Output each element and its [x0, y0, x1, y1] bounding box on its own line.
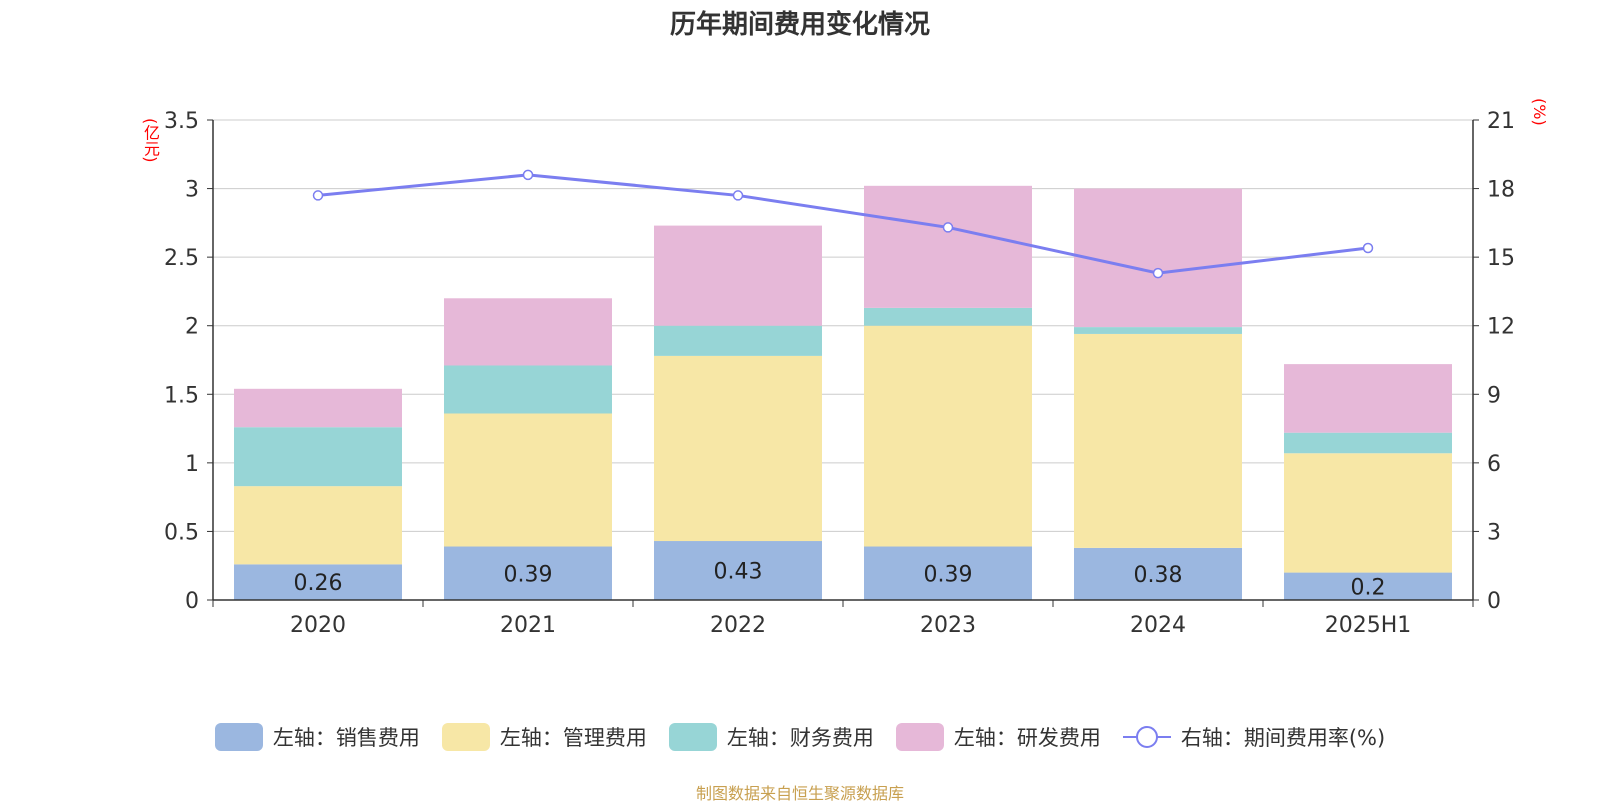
- legend-label: 左轴：销售费用: [272, 726, 420, 750]
- bar-data-label: 0.38: [1134, 563, 1183, 588]
- bar-segment: [234, 564, 402, 600]
- bar-data-label: 0.26: [294, 571, 343, 596]
- bar-segment: [1284, 572, 1452, 600]
- legend-label: 左轴：财务费用: [726, 726, 874, 750]
- bar-segment: [1284, 432, 1452, 454]
- bar-segment: [444, 298, 612, 366]
- y-right-tick-label: 15: [1487, 246, 1515, 271]
- legend-swatch: [214, 723, 263, 751]
- bar-segment: [864, 325, 1032, 547]
- bar-segment: [234, 388, 402, 428]
- rate-line: [317, 173, 1369, 275]
- bar-segment: [654, 325, 822, 356]
- legend-line-swatch: [1122, 726, 1171, 748]
- y-left-tick-label: 3.5: [164, 109, 199, 134]
- bar-segment: [1074, 333, 1242, 548]
- y-right-tick-label: 18: [1487, 178, 1515, 203]
- y-right-tick-label: 21: [1487, 109, 1515, 134]
- bar-segment: [1284, 364, 1452, 433]
- y-right-tick-label: 6: [1487, 452, 1501, 477]
- y-left-tick-label: 3: [185, 178, 199, 203]
- y-right-tick-label: 3: [1487, 520, 1501, 545]
- y-left-tick-label: 1: [185, 452, 199, 477]
- bar-data-label: 0.43: [714, 560, 763, 585]
- x-tick-label: 2023: [920, 613, 976, 638]
- x-tick-label: 2025H1: [1325, 613, 1412, 638]
- x-tick-label: 2024: [1130, 613, 1186, 638]
- rate-point: [732, 190, 744, 201]
- rate-point: [522, 169, 534, 181]
- bar-segment: [1074, 188, 1242, 328]
- y-right-tick-label: 12: [1487, 315, 1515, 340]
- source-note: 制图数据来自恒生聚源数据库: [695, 784, 904, 803]
- legend-label: 左轴：管理费用: [499, 726, 647, 750]
- bar-segment: [234, 486, 402, 565]
- bar-segment: [444, 365, 612, 414]
- legend-item[interactable]: 左轴：研发费用: [895, 722, 1101, 752]
- right-axis-unit: (%): [1530, 98, 1549, 126]
- x-tick-label: 2022: [710, 613, 766, 638]
- bar-segment: [864, 185, 1032, 308]
- bar-segment: [864, 307, 1032, 326]
- y-left-tick-label: 0.5: [164, 520, 199, 545]
- rate-point: [942, 222, 954, 233]
- y-left-tick-label: 1.5: [164, 383, 199, 408]
- bar-segment: [1074, 547, 1242, 600]
- left-axis-unit: (亿元): [141, 118, 160, 163]
- bar-segment: [444, 413, 612, 547]
- bar-segment: [1284, 453, 1452, 573]
- bar-segment: [864, 546, 1032, 600]
- legend-item[interactable]: 右轴：期间费用率(%): [1122, 722, 1386, 752]
- bar-segment: [1074, 327, 1242, 334]
- x-tick-label: 2021: [500, 613, 556, 638]
- rate-point: [1152, 267, 1164, 279]
- legend-swatch: [668, 723, 717, 751]
- rate-point: [1362, 242, 1374, 254]
- bar-segment: [654, 225, 822, 326]
- rate-point: [312, 190, 324, 201]
- legend-swatch: [895, 723, 944, 751]
- y-left-tick-label: 0: [185, 589, 199, 614]
- bar-segment: [654, 355, 822, 542]
- bar-segment: [444, 546, 612, 600]
- legend-label: 左轴：研发费用: [953, 726, 1101, 750]
- legend-item[interactable]: 左轴：财务费用: [668, 722, 874, 752]
- x-tick-label: 2020: [290, 613, 346, 638]
- bar-segment: [654, 541, 822, 600]
- legend-label: 右轴：期间费用率(%): [1180, 726, 1386, 750]
- bar-segment: [234, 427, 402, 487]
- legend-item[interactable]: 左轴：销售费用: [214, 722, 420, 752]
- bar-data-label: 0.2: [1351, 575, 1386, 600]
- y-right-tick-label: 0: [1487, 589, 1501, 614]
- y-left-tick-label: 2: [185, 315, 199, 340]
- legend-item[interactable]: 左轴：管理费用: [441, 722, 647, 752]
- chart-title: 历年期间费用变化情况: [669, 10, 930, 40]
- legend-swatch: [441, 723, 490, 751]
- bar-data-label: 0.39: [924, 562, 973, 587]
- bar-data-label: 0.39: [504, 562, 553, 587]
- legend: 左轴：销售费用 左轴：管理费用 左轴：财务费用 左轴：研发费用 右轴：期间费用率(%): [0, 722, 1600, 752]
- y-right-tick-label: 9: [1487, 383, 1501, 408]
- y-left-tick-label: 2.5: [164, 246, 199, 271]
